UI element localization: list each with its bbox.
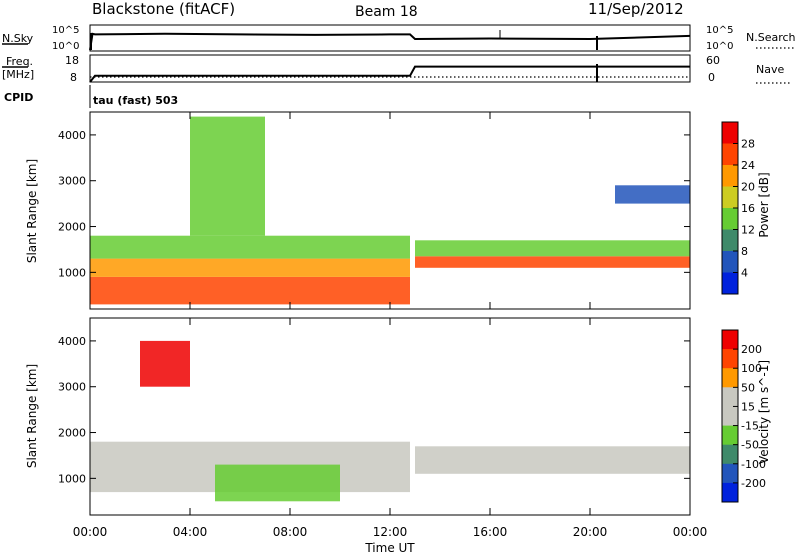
colorbar-swatch (722, 463, 738, 484)
freq-panel: Freq. [MHz] 18 8 60 0 Nave (2, 54, 790, 84)
colorbar-tick-label: 50 (741, 381, 755, 394)
power-data-layer (90, 116, 690, 305)
colorbar-tick-label: -200 (741, 477, 766, 490)
freq-left-tick-top: 18 (65, 54, 79, 67)
power-colorbar-label: Power [dB] (757, 172, 771, 237)
range-tick-label: 1000 (58, 472, 86, 485)
colorbar-swatch (722, 272, 738, 295)
colorbar-tick-label: 8 (741, 245, 748, 258)
velocity-data-layer (90, 340, 690, 502)
cpid-mode: tau (fast) 503 (93, 94, 178, 107)
colorbar-swatch (722, 251, 738, 273)
freq-label-top: Freq. (6, 55, 33, 68)
noise-left-tick-top: 10^5 (52, 25, 79, 36)
noise-panel: N.Sky 10^5 10^0 10^5 10^0 N.Search (2, 24, 796, 52)
range-tick-label: 2000 (58, 221, 86, 234)
power-y-axis-label: Slant Range [km] (25, 159, 39, 263)
colorbar-tick-label: 12 (741, 224, 755, 237)
power-colorbar: 28 24 20 16 12 8 4 (721, 121, 755, 295)
echo-band (90, 235, 410, 259)
colorbar-tick-label: 28 (741, 138, 755, 151)
nsky-label: N.Sky (2, 32, 34, 45)
noise-right-tick-bottom: 10^0 (706, 41, 733, 52)
colorbar-swatch (722, 122, 738, 144)
nsky-line (89, 32, 691, 51)
time-axis: 00:00 04:00 08:00 12:00 16:00 20:00 00:00 (73, 112, 708, 539)
noise-left-tick-bottom: 10^0 (52, 41, 79, 52)
range-tick-label: 3000 (58, 175, 86, 188)
colorbar-swatch (722, 208, 738, 230)
beam-label: Beam 18 (355, 4, 418, 20)
colorbar-swatch (722, 387, 738, 407)
echo-band (615, 185, 690, 204)
colorbar-tick-label: 15 (741, 400, 755, 413)
colorbar-swatch (722, 482, 738, 503)
velocity-y-axis-label: Slant Range [km] (25, 364, 39, 468)
power-y-axis: 1000 2000 3000 4000 (58, 129, 690, 279)
velocity-colorbar-label: Velocity [m s^-1] (757, 360, 771, 464)
cpid-label: CPID (4, 91, 33, 104)
time-tick-label: 00:00 (73, 525, 108, 539)
date-label: 11/Sep/2012 (588, 0, 684, 18)
colorbar-swatch (722, 349, 738, 369)
freq-right-tick-bottom: 0 (708, 71, 715, 84)
echo-band (415, 446, 690, 474)
freq-label-bottom: [MHz] (2, 68, 34, 81)
colorbar-swatch (722, 425, 738, 446)
time-tick-label: 04:00 (173, 525, 208, 539)
time-tick-label: 08:00 (273, 525, 308, 539)
velocity-colorbar: 200 100 50 15 -15 -50 -100 -200 (721, 329, 766, 503)
echo-band (415, 256, 690, 268)
colorbar-tick-label: 16 (741, 202, 755, 215)
time-tick-label: 16:00 (473, 525, 508, 539)
colorbar-swatch (722, 186, 738, 209)
frequency-line (89, 65, 690, 83)
range-tick-label: 4000 (58, 129, 86, 142)
colorbar-tick-label: 20 (741, 181, 755, 194)
nsearch-label: N.Search (746, 31, 796, 44)
colorbar-tick-label: -50 (741, 439, 759, 452)
freq-left-tick-bottom: 8 (70, 71, 77, 84)
colorbar-swatch (722, 143, 738, 166)
time-tick-label: 20:00 (573, 525, 608, 539)
station-title: Blackstone (fitACF) (92, 0, 235, 18)
colorbar-swatch (722, 368, 738, 388)
time-tick-label: 00:00 (673, 525, 708, 539)
range-tick-label: 3000 (58, 381, 86, 394)
colorbar-swatch (722, 406, 738, 426)
echo-band (90, 258, 410, 277)
colorbar-tick-label: 100 (741, 362, 762, 375)
echo-band (215, 464, 340, 502)
colorbar-tick-label: 4 (741, 267, 748, 280)
echo-band (140, 340, 190, 387)
colorbar-swatch (722, 444, 738, 465)
nave-label: Nave (756, 63, 784, 76)
time-axis-label: Time UT (364, 541, 415, 554)
range-tick-label: 4000 (58, 335, 86, 348)
colorbar-tick-label: -15 (741, 420, 759, 433)
echo-band (90, 276, 410, 305)
colorbar-tick-label: 200 (741, 343, 762, 356)
range-tick-label: 1000 (58, 266, 86, 279)
colorbar-swatch (722, 330, 738, 350)
colorbar-tick-label: 24 (741, 159, 755, 172)
colorbar-swatch (722, 165, 738, 187)
colorbar-swatch (722, 229, 738, 252)
noise-right-tick-top: 10^5 (706, 25, 733, 36)
power-panel: 1000 2000 3000 4000 Slant Range [km] (25, 111, 691, 310)
time-tick-label: 12:00 (373, 525, 408, 539)
velocity-panel: 1000 2000 3000 4000 Slant Range [km] (25, 317, 691, 516)
freq-right-tick-top: 60 (706, 54, 720, 67)
echo-band (415, 240, 690, 257)
range-tick-label: 2000 (58, 427, 86, 440)
echo-band (190, 116, 265, 236)
velocity-y-axis: 1000 2000 3000 4000 (58, 335, 690, 485)
colorbar-tick-label: -100 (741, 458, 766, 471)
